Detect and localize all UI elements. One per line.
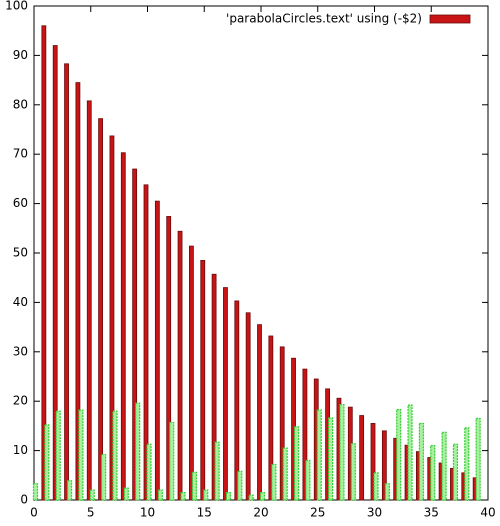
bar <box>146 443 152 501</box>
bar <box>98 118 103 501</box>
bar <box>200 260 206 501</box>
bar <box>245 312 251 501</box>
bar <box>370 423 376 501</box>
bar <box>271 463 277 501</box>
bar <box>100 453 107 501</box>
y-tick-label: 80 <box>13 97 28 111</box>
x-tick-label: 25 <box>310 506 325 520</box>
y-tick-label: 70 <box>13 147 28 161</box>
bar <box>452 443 459 501</box>
bar <box>41 25 47 501</box>
bar <box>89 489 95 501</box>
bar <box>359 415 365 501</box>
bar <box>464 427 470 501</box>
y-tick-label: 50 <box>13 246 28 260</box>
bar <box>64 63 69 501</box>
bar <box>316 409 322 501</box>
bar <box>373 472 379 501</box>
bar <box>157 489 163 501</box>
bar <box>381 430 387 501</box>
y-tick-label: 90 <box>13 48 28 62</box>
bar <box>475 417 481 501</box>
x-tick-label: 15 <box>197 506 212 520</box>
bar <box>268 335 274 501</box>
bar <box>350 443 356 501</box>
bar <box>180 491 186 501</box>
bar <box>55 410 61 501</box>
bar <box>166 216 172 501</box>
x-tick-label: 40 <box>480 506 495 520</box>
bar <box>112 410 118 501</box>
x-tick-label: 0 <box>30 506 38 520</box>
bar <box>248 494 254 501</box>
bar <box>293 426 300 501</box>
y-tick-label: 40 <box>13 295 28 309</box>
y-tick-label: 0 <box>20 493 28 507</box>
y-tick-label: 10 <box>13 443 28 457</box>
bar <box>120 152 126 501</box>
bar <box>441 431 447 501</box>
bar <box>135 402 141 501</box>
bar <box>418 422 424 501</box>
bar <box>396 408 402 501</box>
bar <box>223 287 228 501</box>
bar <box>339 404 345 501</box>
bar <box>44 424 50 501</box>
bar <box>259 491 266 501</box>
bar <box>211 273 217 501</box>
bar <box>430 445 436 501</box>
x-tick-label: 35 <box>424 506 439 520</box>
bar <box>109 135 115 501</box>
x-tick-label: 5 <box>87 506 95 520</box>
bar <box>328 417 334 501</box>
legend-label: 'parabolaCircles.text' using (-$2) <box>226 12 422 26</box>
bar <box>407 404 413 501</box>
x-tick-label: 30 <box>367 506 382 520</box>
bar <box>154 200 160 501</box>
bar <box>279 346 285 501</box>
bar <box>52 45 58 501</box>
bar <box>305 459 311 501</box>
y-tick-label: 60 <box>13 196 28 210</box>
bar <box>191 471 197 501</box>
bar <box>75 82 81 501</box>
x-tick-label: 10 <box>140 506 155 520</box>
bar <box>143 184 149 501</box>
y-tick-label: 30 <box>13 344 28 358</box>
bar <box>32 483 39 501</box>
y-tick-label: 100 <box>5 0 28 13</box>
legend-swatch <box>429 14 471 24</box>
bar <box>66 480 73 501</box>
bar <box>214 441 220 501</box>
bar <box>132 168 138 501</box>
bar <box>203 489 209 501</box>
bar <box>234 300 240 501</box>
bar <box>302 368 308 501</box>
bar <box>384 483 390 501</box>
bar <box>123 487 129 501</box>
bar <box>257 324 262 501</box>
bar <box>177 230 183 501</box>
y-tick-label: 20 <box>13 394 28 408</box>
bar <box>78 409 84 501</box>
bar <box>282 447 288 501</box>
bar <box>237 470 243 501</box>
bar <box>86 100 92 501</box>
bar <box>188 245 194 501</box>
bar <box>169 421 175 501</box>
bar <box>225 491 232 501</box>
x-tick-label: 20 <box>253 506 268 520</box>
